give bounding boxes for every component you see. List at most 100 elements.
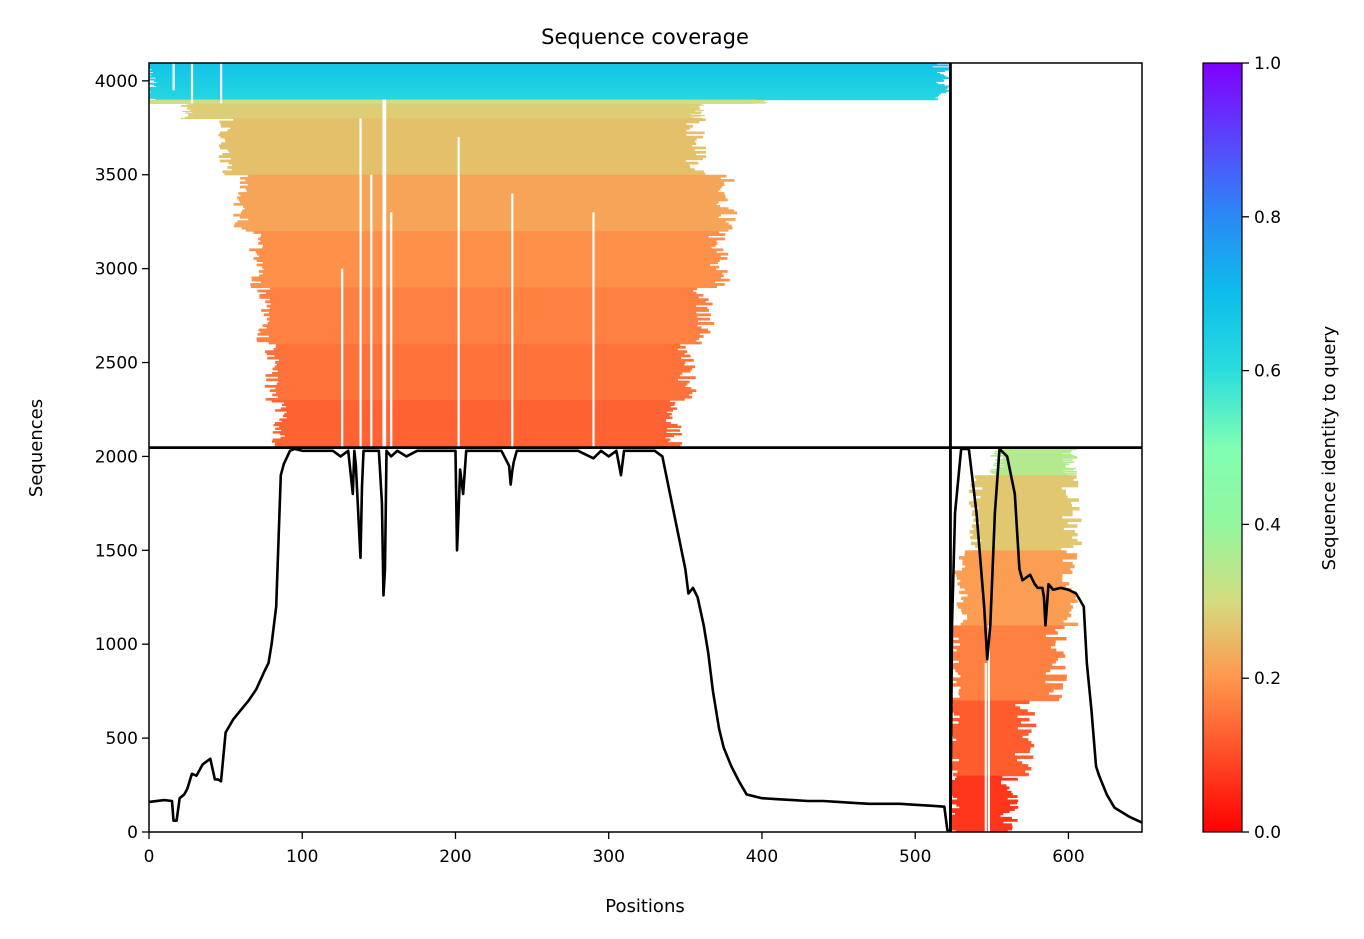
coverage-band-chain-A: [219, 120, 700, 124]
coverage-band-chain-A: [242, 205, 721, 208]
coverage-band-chain-A: [257, 332, 700, 336]
coverage-band-chain-A: [275, 442, 683, 445]
alignment-gap: [190, 63, 194, 104]
coverage-band-chain-B: [979, 547, 1062, 551]
coverage-band-chain-A: [238, 198, 728, 202]
coverage-band-chain-A: [269, 315, 698, 319]
coverage-band-chain-A: [256, 252, 729, 256]
coverage-band-chain-B: [995, 474, 1068, 476]
x-tick-label: 600: [1052, 847, 1084, 867]
coverage-band-chain-B: [950, 814, 1001, 818]
coverage-band-chain-A: [284, 401, 676, 405]
coverage-band-chain-A: [276, 382, 688, 386]
coverage-band-chain-B: [971, 512, 1073, 517]
coverage-band-chain-B: [953, 677, 1067, 681]
coverage-band-chain-A: [281, 420, 666, 423]
coverage-band-chain-A: [268, 341, 702, 345]
coverage-band-chain-A: [230, 157, 704, 161]
coverage-band-chain-A: [245, 187, 721, 191]
coverage-band-chain-A: [253, 231, 719, 234]
coverage-band-chain-B: [951, 634, 1046, 638]
coverage-band-chain-B: [959, 590, 1077, 595]
coverage-band-chain-A: [237, 196, 726, 200]
coverage-band-chain-B: [1003, 460, 1063, 462]
plot-frame: [148, 62, 1143, 833]
coverage-band-chain-A: [240, 194, 726, 198]
coverage-band-chain-A: [233, 213, 721, 217]
coverage-band-chain-A: [263, 313, 711, 317]
coverage-band-chain-A: [151, 68, 951, 71]
coverage-band-chain-B: [956, 576, 1063, 580]
alignment-gap: [220, 63, 223, 104]
coverage-band-chain-B: [956, 803, 1011, 807]
coverage-band-chain-B: [958, 691, 1049, 696]
coverage-band-chain-A: [149, 95, 938, 98]
coverage-band-chain-B: [950, 801, 1018, 805]
coverage-band-chain-B: [979, 521, 1068, 525]
coverage-band-chain-B: [951, 717, 1030, 722]
coverage-band-chain-B: [950, 810, 1010, 814]
coverage-band-chain-A: [233, 118, 706, 122]
coverage-band-chain-A: [273, 423, 678, 427]
coverage-band-chain-A: [219, 159, 686, 163]
coverage-band-chain-A: [269, 306, 708, 310]
coverage-band-chain-A: [267, 322, 715, 325]
coverage-gaps: [172, 63, 990, 832]
coverage-band-chain-A: [228, 161, 699, 165]
coverage-band-chain-A: [218, 133, 687, 137]
coverage-band-chain-B: [964, 587, 1072, 592]
coverage-band-chain-B: [952, 703, 1016, 707]
coverage-band-chain-A: [239, 185, 722, 189]
coverage-band-chain-B: [968, 501, 1072, 505]
coverage-band-chain-A: [269, 311, 697, 315]
alignment-gap: [984, 662, 987, 832]
coverage-band-chain-B: [978, 506, 1080, 511]
coverage-band-chain-B: [993, 464, 1066, 467]
coverage-band-chain-B: [970, 535, 1073, 540]
coverage-band-chain-A: [233, 224, 732, 228]
coverage-band-chain-B: [950, 743, 1035, 748]
coverage-band-chain-B: [970, 483, 1079, 488]
coverage-band-chain-A: [224, 137, 697, 141]
coverage-band-chain-A: [284, 434, 674, 438]
alignment-gap: [987, 625, 990, 832]
coverage-band-chain-B: [973, 492, 1066, 497]
coverage-band-chain-B: [952, 761, 1023, 765]
coverage-band-chain-A: [149, 75, 947, 78]
coverage-band-chain-A: [269, 389, 697, 393]
coverage-band-chain-A: [153, 99, 757, 101]
coverage-band-chain-A: [256, 339, 697, 343]
coverage-band-chain-A: [264, 384, 686, 388]
coverage-band-chain-B: [951, 746, 1031, 751]
coverage-band-chain-B: [953, 570, 1073, 575]
coverage-band-chain-B: [960, 674, 1067, 679]
coverage-band-chain-A: [220, 146, 706, 150]
colorbar-tick-label: 0.0: [1254, 823, 1281, 843]
coverage-band-chain-A: [251, 278, 730, 282]
coverage-band-chain-A: [272, 438, 671, 441]
coverage-band-chain-B: [950, 723, 1037, 728]
y-tick-label: 2000: [95, 447, 138, 467]
coverage-band-chain-A: [256, 263, 711, 267]
coverage-band-chain-A: [272, 431, 667, 434]
coverage-band-chain-B: [950, 790, 1012, 794]
coverage-band-chain-B: [964, 553, 1078, 557]
coverage-band-chain-A: [266, 378, 679, 382]
colorbar: [1202, 62, 1243, 833]
coverage-band-chain-B: [950, 662, 1053, 667]
coverage-band-chain-B: [976, 515, 1063, 520]
coverage-band-chain-A: [156, 81, 937, 84]
coverage-band-chain-A: [259, 293, 704, 297]
coverage-band-chain-A: [233, 202, 717, 206]
coverage-band-chain-B: [950, 799, 1019, 803]
coverage-band-chain-A: [275, 387, 692, 390]
coverage-band-chain-A: [237, 220, 726, 224]
coverage-band-chain-B: [956, 602, 1071, 606]
coverage-band-chain-B: [950, 786, 1010, 790]
coverage-band-chain-A: [149, 96, 936, 99]
coverage-band-chain-B: [1003, 456, 1078, 458]
coverage-band-chain-B: [958, 688, 1054, 693]
alignment-gap: [383, 99, 387, 448]
coverage-band-chain-B: [950, 755, 1034, 759]
coverage-band-chain-B: [971, 480, 1079, 485]
